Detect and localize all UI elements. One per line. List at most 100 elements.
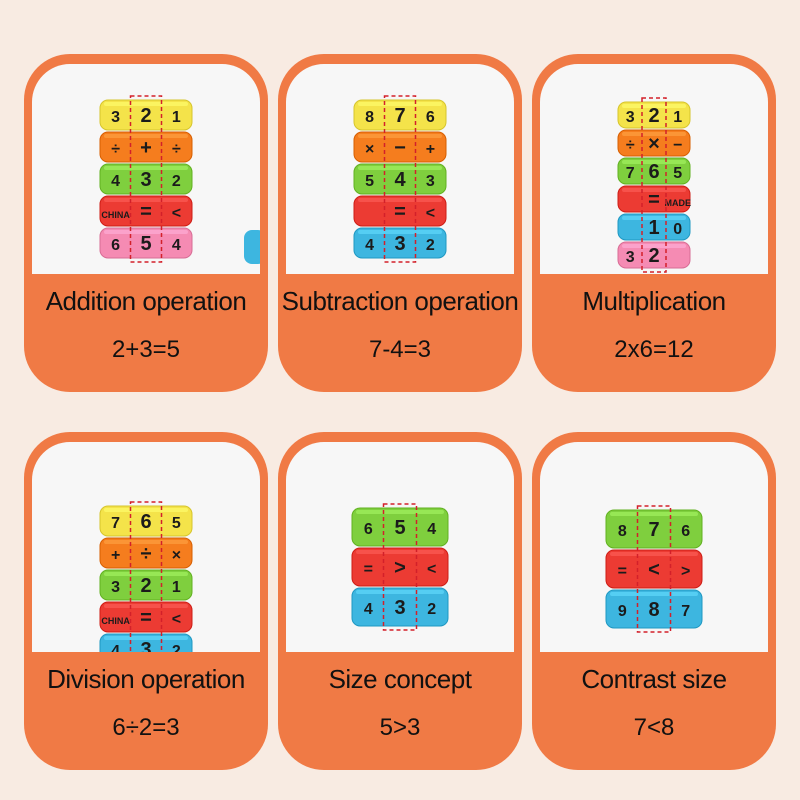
ring: 5 4 3 (353, 163, 447, 195)
ring: = < (353, 195, 447, 227)
ring-body (353, 163, 447, 195)
ring-highlight (622, 132, 686, 136)
card-title: Subtraction operation (281, 286, 519, 316)
ring-highlight (104, 572, 188, 576)
ring-highlight (610, 512, 698, 516)
ring-symbol: 4 (111, 643, 120, 652)
ring-symbol: 4 (427, 521, 436, 538)
ring-symbol: × (365, 141, 374, 158)
ring-symbol: ÷ (172, 141, 181, 158)
ring-symbol: = (648, 189, 660, 211)
ring-body (99, 505, 193, 537)
card-size-concept: 6 5 4 = > <4 3 2 Size concept 5>3 (278, 432, 522, 770)
ring-symbol: × (172, 547, 181, 564)
ring-highlight (104, 508, 188, 512)
ring-highlight (622, 216, 686, 220)
ring: 3 2 1 (99, 99, 193, 131)
ring-symbol: − (673, 137, 682, 154)
ring-body (351, 507, 449, 547)
ring-symbol: 4 (364, 601, 373, 618)
ring-stack: 7 6 5 + ÷ × 3 2 1 CHINA = <4 3 2 (99, 501, 193, 652)
card-equation: 6÷2=3 (112, 714, 180, 741)
ring-symbol: 6 (111, 237, 120, 254)
ring-body (617, 157, 691, 185)
ring-symbol: + (426, 141, 435, 158)
card-equation: 7-4=3 (368, 336, 432, 363)
ring-symbol: CHINA (101, 210, 130, 220)
ring-symbol: 4 (172, 237, 181, 254)
ring-symbol: 3 (394, 233, 405, 255)
ring-symbol: < (172, 205, 181, 222)
ring-symbol: 2 (427, 601, 436, 618)
ring-highlight (358, 230, 442, 234)
ring-stack: 6 5 4 = > <4 3 2 (351, 503, 449, 631)
ring-body (617, 185, 691, 213)
ring-highlight (622, 244, 686, 248)
ring: 6 5 4 (351, 507, 449, 547)
ring-highlight (622, 104, 686, 108)
ring: 4 3 2 (99, 633, 193, 652)
ring-symbol: < (427, 561, 436, 578)
ring-body (605, 509, 703, 549)
ring-symbol: 8 (365, 109, 374, 126)
toy-photo: 6 5 4 = > <4 3 2 (286, 442, 514, 652)
ring-stack: 8 7 6× − +5 4 3= <4 3 2 (353, 95, 447, 263)
ring-stack: 8 7 6 = < >9 8 7 (605, 505, 703, 633)
ring-highlight (104, 540, 188, 544)
ring-symbol: < (648, 559, 660, 581)
ring-highlight (358, 166, 442, 170)
ring-body (99, 195, 193, 227)
ring-symbol: 6 (140, 511, 151, 533)
card-title: Multiplication (582, 286, 726, 316)
card-addition: 3 2 1 ÷ + ÷ 4 3 2 CHINA = <6 5 4 Addition operation 2… (24, 54, 268, 392)
ring-highlight (358, 134, 442, 138)
ring-highlight (104, 134, 188, 138)
ring-symbol: 1 (673, 109, 682, 126)
ring: × − + (353, 131, 447, 163)
highlight-frame (383, 95, 417, 263)
ring-symbol: 5 (365, 173, 374, 190)
toy-photo: 3 2 1 ÷ + ÷ 4 3 2 CHINA = <6 5 4 (32, 64, 260, 274)
ring-symbol: 5 (140, 233, 151, 255)
ring: 3 2 1 (99, 569, 193, 601)
card-multiplication: 3 2 1 ÷ × −7 6 5 = MADE 1 0 3 2 Multiplication 2x6=12 (532, 54, 776, 392)
toy-photo: 3 2 1 ÷ × −7 6 5 = MADE 1 0 3 2 (540, 64, 768, 274)
ring-highlight (356, 510, 444, 514)
ring-symbol: 2 (648, 105, 659, 127)
ring-stack: 3 2 1 ÷ + ÷ 4 3 2 CHINA = <6 5 4 (99, 95, 260, 264)
card-title: Addition operation (45, 286, 247, 316)
ring-symbol: 3 (140, 639, 151, 652)
ring-symbol: 8 (618, 523, 627, 540)
ring-highlight (104, 198, 188, 202)
ring-body (99, 601, 193, 633)
ring-symbol: > (394, 557, 406, 579)
ring: 8 7 6 (605, 509, 703, 549)
ring: = < > (605, 549, 703, 589)
spare-ring (244, 230, 260, 264)
ring: ÷ × − (617, 129, 691, 157)
ring-symbol: 7 (626, 165, 635, 182)
ring-highlight (610, 552, 698, 556)
ring-symbol: 3 (111, 109, 120, 126)
ring: = MADE (617, 185, 692, 213)
ring-body (617, 129, 691, 157)
ring: = > < (351, 547, 449, 587)
ring-body (99, 569, 193, 601)
ring-symbol: 3 (626, 109, 635, 126)
ring-symbol: 1 (172, 109, 181, 126)
ring-symbol: 7 (648, 519, 659, 541)
ring-symbol: 6 (364, 521, 373, 538)
highlight-frame (129, 95, 163, 263)
toy-photo: 7 6 5 + ÷ × 3 2 1 CHINA = <4 3 2 (32, 442, 260, 652)
highlight-frame (129, 501, 163, 652)
ring-body (353, 227, 447, 259)
ring: 6 5 4 (99, 227, 193, 259)
ring-symbol: MADE (665, 198, 692, 208)
ring-highlight (104, 166, 188, 170)
ring-symbol: 3 (626, 249, 635, 266)
ring-symbol: 6 (681, 523, 690, 540)
ring-symbol: 2 (140, 575, 151, 597)
